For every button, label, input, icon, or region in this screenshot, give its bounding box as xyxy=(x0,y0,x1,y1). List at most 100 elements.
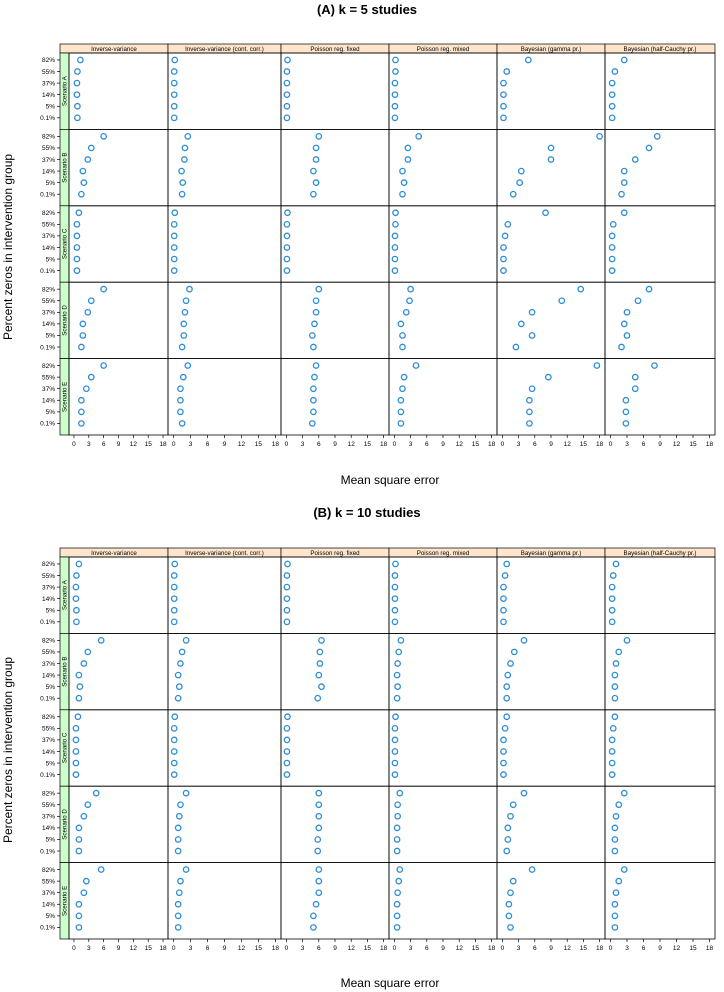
data-point-b-m0-s4-l5 xyxy=(97,866,105,873)
x-tick-label: 9 xyxy=(441,441,445,448)
data-point-b-m0-s4-l0 xyxy=(75,924,83,931)
data-point-b-m2-s4-l4 xyxy=(315,877,323,885)
data-point-a-m4-s2-l5 xyxy=(542,209,549,217)
data-point-a-m4-s3-l4 xyxy=(558,297,566,305)
data-point-b-m0-s2-l2 xyxy=(72,748,80,755)
data-point-b-m1-s2-l4 xyxy=(170,724,178,732)
y-tick-label: 14% xyxy=(42,321,55,328)
facet-frame xyxy=(68,633,169,711)
data-point-b-m0-s4-l1 xyxy=(75,912,83,920)
facet-frame xyxy=(388,709,498,787)
data-point-b-m4-s3-l4 xyxy=(509,801,517,809)
method-strip-label: Inverse-variance (cont. corr.) xyxy=(185,550,264,557)
facet-frame xyxy=(604,281,716,360)
data-point-a-m4-s3-l0 xyxy=(512,343,520,351)
data-point-b-m3-s2-l1 xyxy=(391,759,399,767)
data-point-b-m2-s3-l2 xyxy=(315,824,323,832)
x-tick-label: 9 xyxy=(117,945,121,952)
x-tick-label: 18 xyxy=(488,441,496,448)
data-point-b-m5-s0-l3 xyxy=(608,583,616,591)
data-point-b-m3-s2-l2 xyxy=(391,748,399,755)
data-point-a-m0-s4-l2 xyxy=(78,396,85,404)
data-point-b-m4-s3-l2 xyxy=(504,824,512,832)
y-tick-label: 14% xyxy=(42,672,55,679)
y-tick-label: 37% xyxy=(42,310,55,317)
scenario-strip-label: Scenario B xyxy=(62,656,69,686)
data-point-a-m2-s3-l0 xyxy=(310,343,317,351)
x-tick-label: 3 xyxy=(517,945,521,952)
data-point-b-m3-s2-l5 xyxy=(392,713,399,721)
data-point-b-m1-s4-l4 xyxy=(177,877,184,885)
data-point-a-m3-s4-l1 xyxy=(397,408,405,416)
data-point-b-m0-s2-l4 xyxy=(72,724,80,732)
data-point-b-m2-s4-l2 xyxy=(312,900,320,908)
data-point-a-m1-s4-l4 xyxy=(179,373,187,381)
data-point-b-m4-s3-l3 xyxy=(507,812,514,820)
x-tick-label: 3 xyxy=(189,441,193,448)
data-point-a-m0-s0-l3 xyxy=(73,79,81,87)
x-tick-label: 0 xyxy=(285,441,289,448)
data-point-a-m1-s2-l2 xyxy=(170,244,178,251)
facet-frame xyxy=(496,205,606,283)
data-point-b-m4-s4-l4 xyxy=(509,877,517,885)
data-point-a-m0-s1-l3 xyxy=(84,156,92,163)
data-point-b-m2-s1-l1 xyxy=(318,683,325,690)
facet-frame xyxy=(167,633,282,711)
data-point-a-m3-s3-l0 xyxy=(399,343,406,351)
data-point-b-m5-s3-l3 xyxy=(612,812,620,820)
facet-frame xyxy=(167,205,282,283)
data-point-a-m2-s4-l2 xyxy=(310,396,317,404)
data-point-b-m0-s0-l1 xyxy=(73,606,80,614)
y-tick-label: 0.1% xyxy=(40,848,55,855)
data-point-a-m5-s1-l1 xyxy=(620,179,628,186)
x-tick-label: 0 xyxy=(393,441,397,448)
data-point-b-m4-s2-l3 xyxy=(500,736,507,744)
facet-frame xyxy=(496,52,606,130)
data-point-a-m4-s0-l4 xyxy=(503,68,511,75)
data-point-a-m4-s2-l3 xyxy=(501,232,509,240)
data-point-b-m2-s0-l5 xyxy=(284,560,291,568)
data-point-b-m1-s4-l0 xyxy=(174,924,182,931)
data-point-b-m3-s0-l1 xyxy=(391,606,399,614)
data-point-a-m3-s1-l4 xyxy=(404,144,412,152)
data-point-a-m2-s2-l5 xyxy=(284,209,291,217)
data-point-b-m1-s2-l5 xyxy=(171,713,179,721)
data-point-b-m1-s0-l5 xyxy=(171,560,179,568)
y-tick-label: 5% xyxy=(46,180,56,187)
data-point-b-m1-s1-l2 xyxy=(174,671,182,679)
data-point-b-m3-s0-l3 xyxy=(391,583,399,591)
y-tick-label: 14% xyxy=(42,902,55,909)
data-point-b-m0-s1-l2 xyxy=(75,671,83,679)
data-point-b-m3-s4-l5 xyxy=(396,866,404,873)
y-tick-label: 14% xyxy=(42,168,55,175)
data-point-a-m5-s4-l3 xyxy=(631,385,639,393)
y-tick-label: 55% xyxy=(42,374,55,381)
data-point-a-m0-s2-l2 xyxy=(73,244,81,251)
data-point-a-m3-s2-l2 xyxy=(391,244,399,251)
data-point-a-m2-s1-l1 xyxy=(312,179,320,186)
data-point-a-m1-s4-l2 xyxy=(177,396,184,404)
x-tick-label: 12 xyxy=(673,441,681,448)
data-point-b-m3-s2-l3 xyxy=(391,736,399,744)
panel-b-x-axis-label: Mean square error xyxy=(341,976,440,990)
data-point-b-m3-s4-l1 xyxy=(393,912,401,920)
x-tick-label: 0 xyxy=(609,441,613,448)
x-tick-label: 15 xyxy=(364,945,372,952)
data-point-b-m2-s3-l0 xyxy=(314,847,322,855)
y-tick-label: 82% xyxy=(42,134,55,141)
data-point-a-m2-s2-l3 xyxy=(283,232,291,240)
x-tick-label: 18 xyxy=(272,945,280,952)
y-tick-label: 0.1% xyxy=(40,344,55,351)
data-point-a-m3-s0-l4 xyxy=(392,68,399,75)
data-point-a-m5-s4-l4 xyxy=(631,373,639,381)
y-tick-label: 55% xyxy=(42,69,55,76)
data-point-a-m3-s0-l0 xyxy=(391,114,399,122)
data-point-b-m2-s0-l2 xyxy=(283,595,291,603)
data-point-a-m4-s0-l2 xyxy=(500,91,507,99)
data-point-a-m2-s4-l3 xyxy=(310,385,317,393)
facet-frame xyxy=(388,52,498,130)
method-strip-label: Inverse-variance (cont. corr.) xyxy=(185,46,264,53)
data-point-a-m3-s2-l1 xyxy=(391,255,399,263)
y-tick-label: 37% xyxy=(42,157,55,164)
data-point-a-m5-s4-l1 xyxy=(622,408,630,416)
